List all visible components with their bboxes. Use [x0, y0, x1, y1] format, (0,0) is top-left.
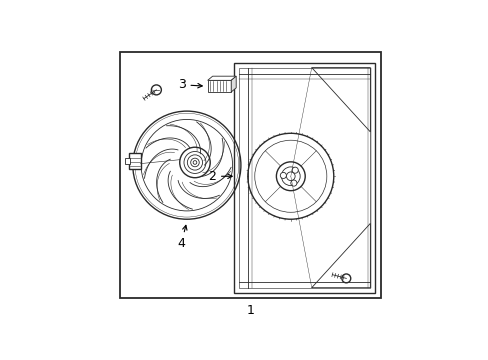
Text: 4: 4 [177, 225, 186, 250]
Bar [239, 68, 369, 288]
Circle shape [290, 180, 296, 186]
Bar [120, 51, 380, 298]
Circle shape [276, 162, 305, 191]
Text: 2: 2 [208, 170, 232, 183]
Text: 3: 3 [177, 78, 202, 91]
FancyBboxPatch shape [129, 153, 140, 169]
Circle shape [341, 274, 350, 283]
Circle shape [180, 147, 210, 178]
Polygon shape [231, 76, 236, 92]
Text: 1: 1 [246, 304, 254, 317]
Circle shape [183, 152, 205, 174]
Circle shape [291, 167, 298, 173]
Circle shape [280, 172, 286, 179]
Bar [233, 63, 375, 293]
Circle shape [187, 155, 202, 170]
Polygon shape [207, 76, 236, 80]
Circle shape [190, 158, 199, 167]
FancyBboxPatch shape [125, 158, 130, 164]
Bar [207, 80, 231, 92]
Circle shape [151, 85, 161, 95]
Circle shape [281, 167, 300, 186]
